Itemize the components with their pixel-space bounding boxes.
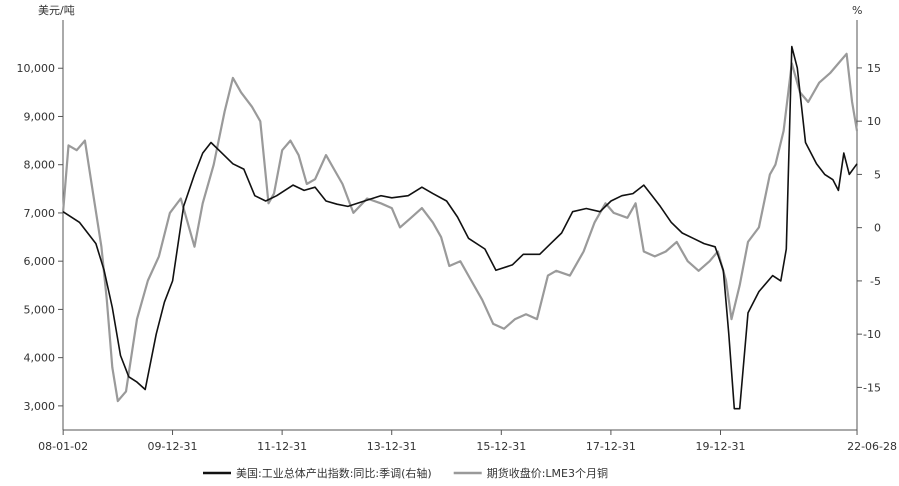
- lme-copper-line: [61, 52, 859, 403]
- x-tick-label: 09-12-31: [148, 440, 198, 453]
- right-axis-unit: %: [852, 4, 862, 17]
- series-layer: [61, 45, 859, 410]
- left-tick-label: 10,000: [17, 62, 56, 75]
- legend-label: 美国:工业总体产出指数:同比:季调(右轴): [236, 466, 432, 480]
- left-tick-label: 3,000: [24, 400, 56, 413]
- right-tick-label: 0: [874, 222, 881, 235]
- x-axis-ticks: 08-01-02 09-12-31 11-12-31 13-12-31 15-12-31…: [38, 430, 897, 453]
- x-tick-label: 13-12-31: [367, 440, 417, 453]
- x-tick-label: 17-12-31: [586, 440, 636, 453]
- x-tick-label: 11-12-31: [257, 440, 307, 453]
- left-axis-ticks: 3,000 4,000 5,000 6,000 7,000 8,000 9,000 10,00…: [17, 62, 63, 413]
- x-tick-label: 08-01-02: [38, 440, 88, 453]
- x-tick-label: 19-12-31: [696, 440, 746, 453]
- left-axis-unit: 美元/吨: [38, 4, 75, 17]
- right-tick-label: -5: [870, 275, 881, 288]
- x-tick-label: 22-06-28: [847, 440, 897, 453]
- left-tick-label: 8,000: [24, 159, 56, 172]
- left-tick-label: 7,000: [24, 207, 56, 220]
- left-tick-label: 5,000: [24, 303, 56, 316]
- x-tick-label: 15-12-31: [476, 440, 526, 453]
- left-tick-label: 9,000: [24, 110, 56, 123]
- right-tick-label: -10: [863, 328, 881, 341]
- right-tick-label: -15: [863, 381, 881, 394]
- left-tick-label: 4,000: [24, 352, 56, 365]
- right-tick-label: 15: [867, 62, 881, 75]
- legend-label: 期货收盘价:LME3个月铜: [487, 466, 608, 480]
- right-axis-ticks: -15 -10 -5 0 5 10 15: [857, 62, 881, 394]
- right-tick-label: 10: [867, 115, 881, 128]
- left-tick-label: 6,000: [24, 255, 56, 268]
- us-industrial-output-line: [62, 45, 858, 410]
- right-tick-label: 5: [874, 168, 881, 181]
- legend: 美国:工业总体产出指数:同比:季调(右轴) 期货收盘价:LME3个月铜: [203, 466, 608, 480]
